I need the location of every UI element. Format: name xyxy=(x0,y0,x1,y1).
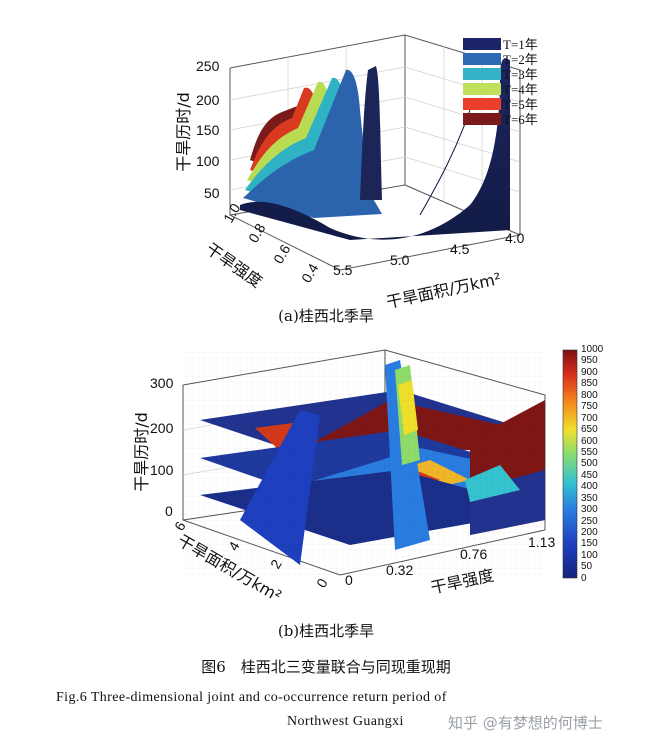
panel-b: 1000 950 900 850 800 750 700 650 600 550… xyxy=(0,340,652,650)
colorbar-tick: 600 xyxy=(581,435,598,447)
colorbar xyxy=(562,349,578,579)
legend-label: T=5年 xyxy=(503,97,538,112)
colorbar-tick: 950 xyxy=(581,355,598,367)
panel-a-legend: T=1年 T=2年 T=3年 T=4年 T=5年 T=6年 xyxy=(463,36,555,127)
colorbar-tick: 850 xyxy=(581,378,598,390)
legend-item: T=4年 xyxy=(463,81,555,97)
panel-b-ytick: 1.13 xyxy=(528,534,556,550)
colorbar-tick: 350 xyxy=(581,492,598,504)
legend-swatch xyxy=(463,112,501,125)
colorbar-tick: 750 xyxy=(581,401,598,413)
figure-caption-en-line1: Fig.6 Three-dimensional joint and co-occ… xyxy=(56,690,447,705)
panel-b-plot xyxy=(182,349,578,579)
legend-item: T=3年 xyxy=(463,66,555,82)
panel-a-xtick: 4.0 xyxy=(505,230,525,246)
legend-item: T=2年 xyxy=(463,51,555,67)
legend-swatch xyxy=(463,37,501,50)
legend-swatch xyxy=(463,67,501,80)
legend-item: T=1年 xyxy=(463,36,555,52)
panel-a-xtick: 5.5 xyxy=(333,262,353,278)
colorbar-tick: 1000 xyxy=(581,344,604,355)
colorbar-tick: 550 xyxy=(581,446,598,458)
legend-label: T=1年 xyxy=(503,37,538,52)
panel-a-xtick: 4.5 xyxy=(450,241,470,257)
panel-a-ztick: 150 xyxy=(196,122,220,138)
colorbar-tick: 800 xyxy=(581,389,598,401)
panel-b-ytick: 0 xyxy=(345,572,353,588)
figure-caption-en-line2: Northwest Guangxi xyxy=(287,714,404,729)
surface-t1 xyxy=(240,58,510,240)
legend-label: T=4年 xyxy=(503,82,538,97)
colorbar-tick: 500 xyxy=(581,458,598,470)
legend-swatch xyxy=(463,82,501,95)
colorbar-tick: 200 xyxy=(581,527,598,538)
colorbar-tick: 900 xyxy=(581,366,598,378)
colorbar-tick: 150 xyxy=(581,538,598,550)
panel-a-surfaces xyxy=(240,58,510,240)
panel-a-ztick: 50 xyxy=(204,185,220,201)
legend-swatch xyxy=(463,52,501,65)
colorbar-tick: 400 xyxy=(581,481,598,493)
colorbar-tick: 50 xyxy=(581,561,593,573)
colorbar-tick: 300 xyxy=(581,504,598,516)
panel-a: 250 200 150 100 50 干旱历时/d 1.0 0.8 0.6 0.… xyxy=(0,0,652,340)
colorbar-tick: 450 xyxy=(581,469,598,481)
panel-b-ytick: 0.32 xyxy=(386,562,414,578)
colorbar-ticks: 1000 950 900 850 800 750 700 650 600 550… xyxy=(581,344,626,584)
panel-a-zlabel: 干旱历时/d xyxy=(174,92,193,172)
panel-a-caption: (a)桂西北季旱 xyxy=(278,307,374,325)
panel-a-plot xyxy=(229,34,521,271)
panel-b-ztick: 300 xyxy=(150,375,174,391)
colorbar-tick: 700 xyxy=(581,412,598,424)
panel-b-ztick: 100 xyxy=(150,462,174,478)
panel-a-ztick: 250 xyxy=(196,58,220,74)
colorbar-tick: 0 xyxy=(581,572,587,584)
legend-label: T=2年 xyxy=(503,52,538,67)
figure-caption: 图6 桂西北三变量联合与同现重现期 xyxy=(201,658,451,676)
watermark: 知乎 @有梦想的何博士 xyxy=(448,714,603,732)
legend-item: T=5年 xyxy=(463,96,555,112)
legend-swatch xyxy=(463,97,501,110)
colorbar-tick: 250 xyxy=(581,515,598,527)
surface-t2 xyxy=(243,69,382,219)
legend-label: T=3年 xyxy=(503,67,538,82)
panel-b-zlabel: 干旱历时/d xyxy=(132,412,151,492)
panel-a-ztick: 100 xyxy=(196,153,220,169)
colorbar-tick: 100 xyxy=(581,549,598,561)
panel-b-caption: (b)桂西北季旱 xyxy=(277,622,375,640)
colorbar-tick: 650 xyxy=(581,424,598,436)
legend-label: T=6年 xyxy=(503,112,538,127)
legend-item: T=6年 xyxy=(463,111,555,127)
panel-a-xtick: 5.0 xyxy=(390,252,410,268)
panel-b-ztick: 0 xyxy=(165,503,173,519)
panel-a-box xyxy=(229,34,521,271)
panel-b-ztick: 200 xyxy=(150,420,174,436)
panel-a-ztick: 200 xyxy=(196,92,220,108)
panel-b-ytick: 0.76 xyxy=(460,546,488,562)
